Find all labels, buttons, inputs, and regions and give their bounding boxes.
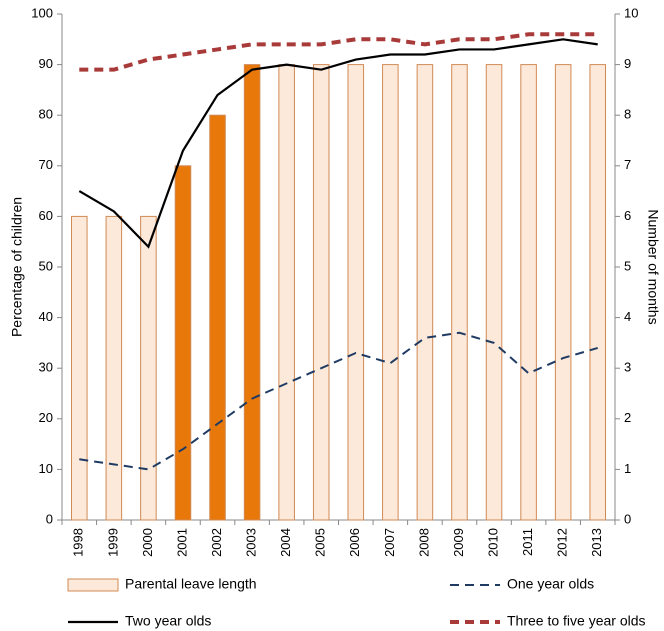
legend-label: Two year olds xyxy=(125,613,211,629)
x-tick-label: 1998 xyxy=(71,528,86,557)
y2-tick-label: 3 xyxy=(624,360,631,375)
y-tick-label: 20 xyxy=(39,410,53,425)
bar xyxy=(243,64,261,521)
x-tick-label: 2009 xyxy=(451,528,466,557)
bar xyxy=(485,64,503,521)
x-tick-label: 2007 xyxy=(382,528,397,557)
y-tick-label: 90 xyxy=(39,56,53,71)
y-tick-label: 80 xyxy=(39,107,53,122)
x-tick-label: 2003 xyxy=(244,528,259,557)
y2-tick-label: 2 xyxy=(624,410,631,425)
x-tick-label: 2012 xyxy=(555,528,570,557)
y2-tick-label: 8 xyxy=(624,107,631,122)
bar xyxy=(451,64,468,521)
y-tick-label: 70 xyxy=(39,157,53,172)
y-tick-label: 30 xyxy=(39,360,53,375)
bar xyxy=(312,64,330,521)
y2-axis-title: Number of months xyxy=(645,209,661,324)
y-tick-label: 0 xyxy=(46,511,53,526)
bar xyxy=(140,215,157,521)
y-axis-title: Percentage of children xyxy=(9,197,25,337)
y-tick-label: 60 xyxy=(39,208,53,223)
line-series xyxy=(78,38,598,249)
y2-tick-label: 6 xyxy=(624,208,631,223)
x-tick-label: 2008 xyxy=(416,528,431,557)
line-series xyxy=(79,331,599,471)
legend-label: One year olds xyxy=(507,576,594,592)
legend-label: Parental leave length xyxy=(125,576,257,592)
y2-tick-label: 7 xyxy=(624,157,631,172)
x-tick-label: 2005 xyxy=(313,528,328,557)
legend-label: Three to five year olds xyxy=(507,613,646,629)
bar xyxy=(589,64,606,521)
y-tick-label: 40 xyxy=(39,309,53,324)
y2-tick-label: 5 xyxy=(624,258,631,273)
bar xyxy=(278,64,295,521)
y2-tick-label: 1 xyxy=(624,461,631,476)
x-tick-label: 2013 xyxy=(589,528,604,557)
x-tick-label: 2001 xyxy=(174,528,189,557)
y2-tick-label: 4 xyxy=(624,309,631,324)
legend-swatch xyxy=(67,578,119,592)
bar xyxy=(520,64,537,521)
y-tick-label: 100 xyxy=(31,5,53,20)
bar xyxy=(105,215,123,521)
bar xyxy=(382,64,399,521)
line-series xyxy=(79,32,598,72)
x-tick-label: 2004 xyxy=(278,528,293,557)
x-tick-label: 2002 xyxy=(209,528,224,557)
bar xyxy=(174,165,192,521)
bar xyxy=(347,64,365,521)
x-tick-label: 2010 xyxy=(485,528,500,557)
y2-tick-label: 10 xyxy=(624,5,638,20)
x-tick-label: 2006 xyxy=(347,528,362,557)
y-tick-label: 50 xyxy=(39,258,53,273)
bar xyxy=(554,64,572,521)
x-tick-label: 2011 xyxy=(520,528,535,556)
bar xyxy=(209,114,226,521)
x-tick-label: 1999 xyxy=(105,528,120,557)
y2-tick-label: 9 xyxy=(624,56,631,71)
x-tick-label: 2000 xyxy=(140,528,155,557)
bar xyxy=(416,64,434,521)
bar xyxy=(71,215,88,521)
y-tick-label: 10 xyxy=(39,461,53,476)
y2-tick-label: 0 xyxy=(624,511,631,526)
